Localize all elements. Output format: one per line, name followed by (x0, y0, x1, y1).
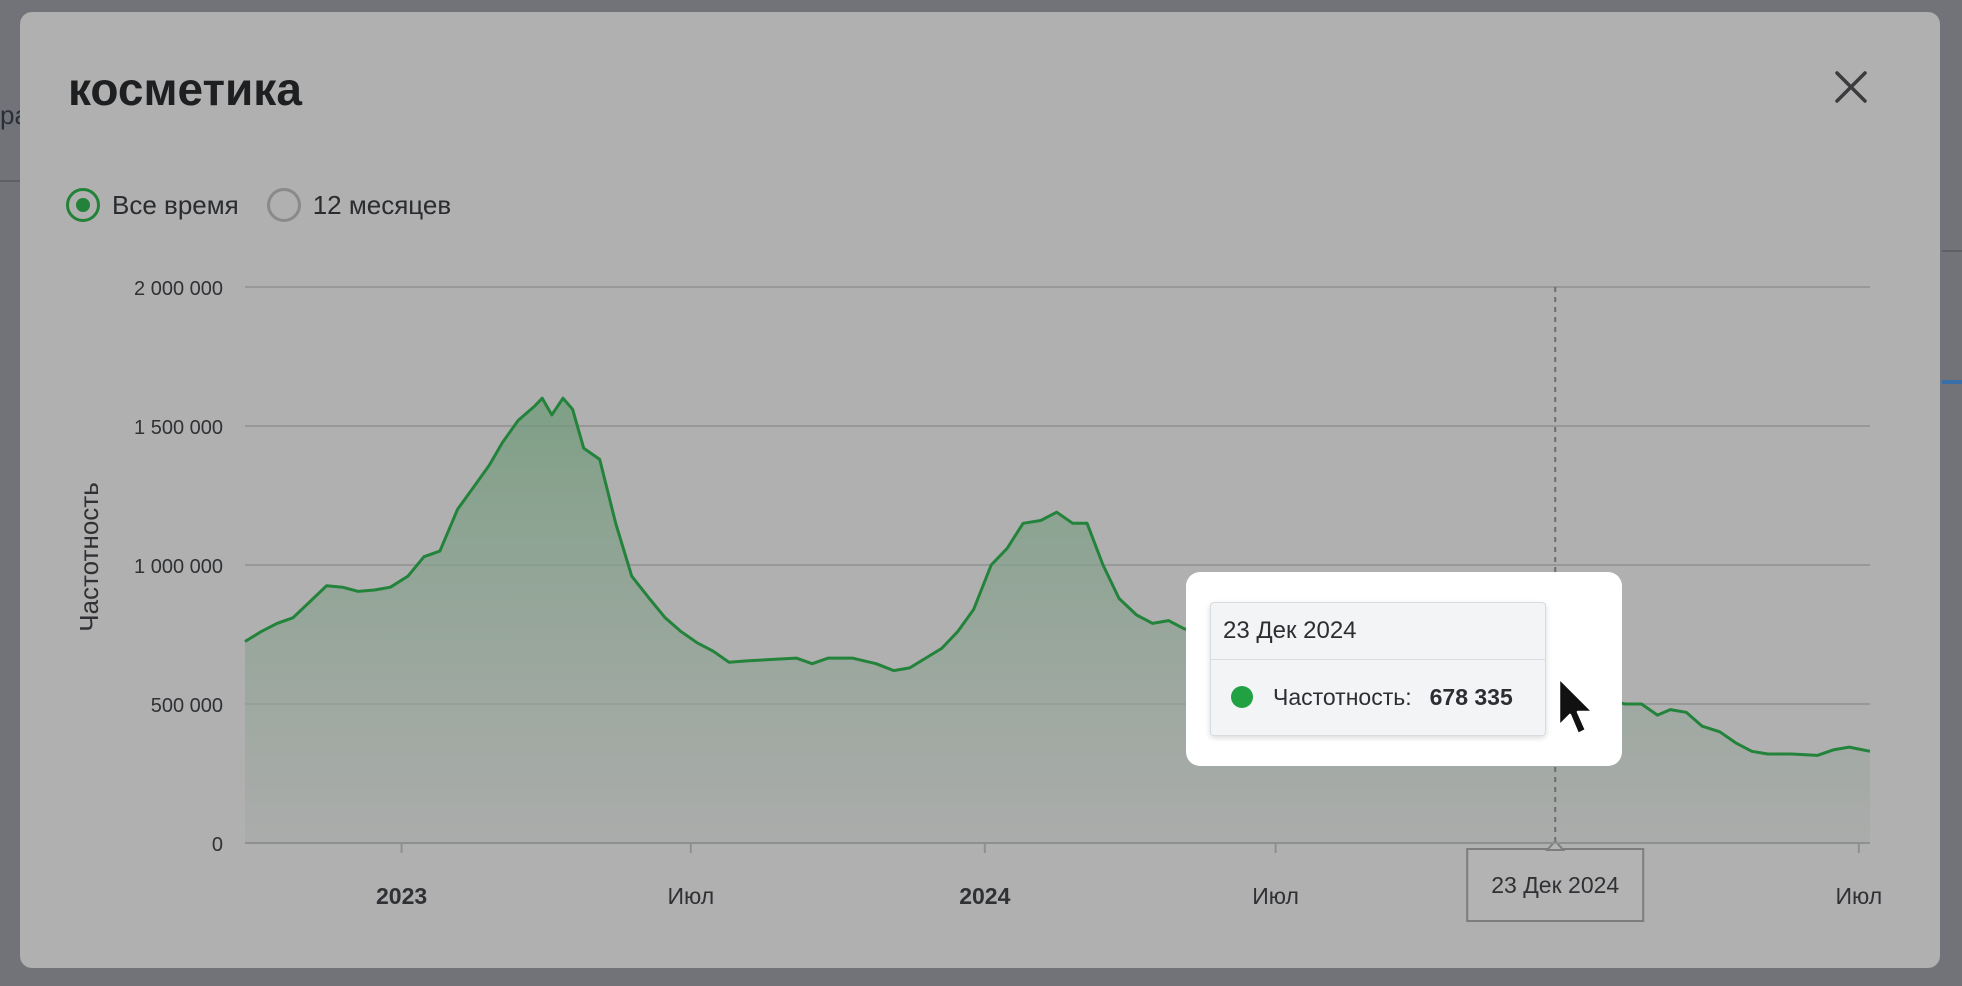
period-option-12-months[interactable]: 12 месяцев (266, 188, 452, 222)
tooltip-value: 678 335 (1429, 683, 1513, 710)
tooltip-panel: 23 Дек 2024 Частотность: 678 335 (1210, 602, 1546, 736)
y-axis-label: Частотность (74, 482, 104, 631)
y-tick-label: 0 (212, 834, 223, 856)
tooltip-date: 23 Дек 2024 (1211, 603, 1545, 660)
y-tick-label: 500 000 (151, 695, 223, 717)
crosshair-x-label-box (1466, 848, 1645, 922)
close-button[interactable] (1826, 62, 1876, 112)
x-tick-label: Июл (1252, 883, 1299, 909)
close-icon (1835, 71, 1867, 103)
y-tick-label: 1 500 000 (134, 417, 223, 439)
y-tick-label: 1 000 000 (134, 556, 223, 578)
period-option-label: 12 месяцев (312, 189, 452, 220)
background-divider (0, 180, 20, 182)
radio-unchecked-icon[interactable] (266, 188, 301, 222)
frequency-chart[interactable]: 23 Дек 2024 0 500 000 1 000 000 1 500 000 2 … (20, 12, 1940, 968)
tooltip-row: Частотность: 678 335 (1211, 660, 1545, 734)
x-tick-label: 2023 (376, 883, 427, 909)
radio-checked-icon[interactable] (66, 188, 100, 222)
y-tick-label: 2 000 000 (134, 278, 223, 300)
chart-tooltip: 23 Дек 2024 Частотность: 678 335 (1186, 572, 1622, 766)
background-divider (1942, 380, 1962, 384)
period-option-all-time[interactable]: Все время (66, 188, 239, 222)
mouse-cursor-icon (1557, 676, 1595, 736)
tooltip-series-label: Частотность: (1273, 683, 1412, 710)
period-option-label: Все время (112, 189, 239, 220)
background-divider (1942, 250, 1962, 252)
crosshair-x-label-pointer (1545, 839, 1566, 851)
x-tick-label: Июл (667, 883, 714, 909)
modal-title: косметика (68, 63, 302, 115)
x-tick-label: Июл (1835, 883, 1882, 909)
series-dot-icon (1231, 686, 1253, 708)
period-filter: Все время 12 месяцев (66, 188, 479, 222)
chart-modal: косметика Все время 12 месяцев 23 Дек 20… (20, 12, 1940, 968)
x-tick-label: 2024 (959, 883, 1010, 909)
crosshair-x-label: 23 Дек 2024 (1491, 872, 1619, 898)
